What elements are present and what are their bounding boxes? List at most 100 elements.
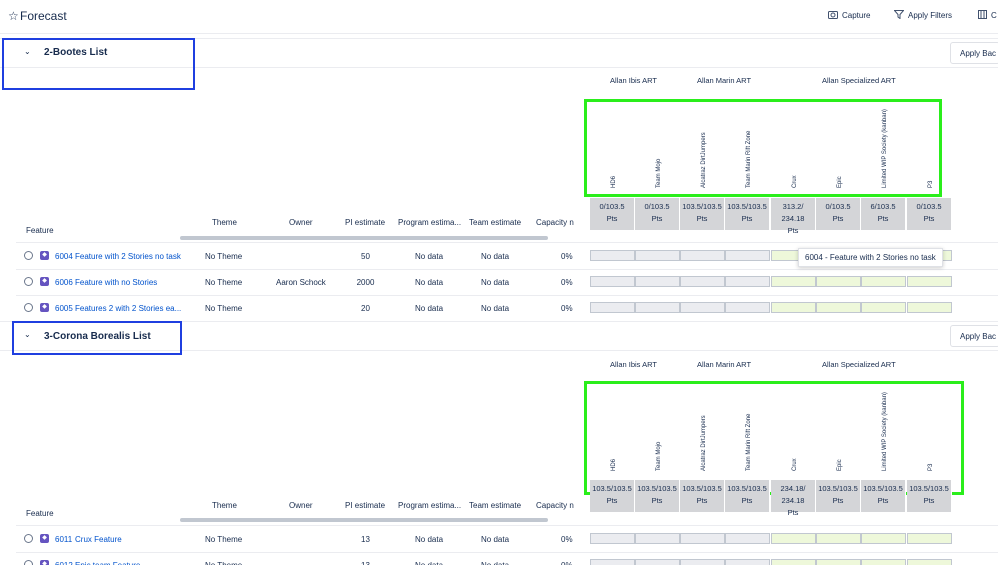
team-label: Crux (792, 458, 798, 471)
capacity-value: 234.18/ 234.18 (780, 484, 806, 505)
column-header-team-estimate[interactable]: Team estimate (469, 501, 522, 510)
chevron-down-icon[interactable]: ⌄ (24, 330, 31, 339)
allocation-cell[interactable] (590, 302, 635, 313)
team-label: Team Mojo (656, 158, 662, 188)
feature-id[interactable]: 6012 (55, 561, 73, 565)
table-row[interactable]: ◆ 6005 Features 2 with 2 Stories ea... No T… (0, 295, 998, 321)
column-header-pi-estimate[interactable]: PI estimate (345, 501, 386, 510)
horizontal-scrollbar[interactable] (180, 518, 548, 522)
allocation-cell[interactable] (680, 250, 725, 261)
table-row[interactable]: ◆ 6012Epic team Feature No Theme 13 No data N… (0, 552, 998, 565)
drag-handle-icon[interactable] (24, 534, 33, 543)
allocation-cell[interactable] (635, 250, 680, 261)
allocation-cell[interactable] (635, 533, 680, 544)
allocation-cell[interactable] (816, 276, 861, 287)
capacity-value: 0/103.5 (825, 202, 851, 211)
allocation-cell[interactable] (590, 559, 635, 565)
team-capacity-cell: 103.5/103.5 Pts (907, 480, 952, 512)
allocation-cell[interactable] (907, 276, 952, 287)
apply-backlog-button[interactable]: Apply Bac (950, 325, 998, 347)
allocation-cell[interactable] (861, 559, 906, 565)
feature-name-link[interactable]: Feature with 2 Stories no task (75, 252, 181, 261)
apply-filters-button[interactable]: Apply Filters (893, 10, 952, 21)
allocation-cell[interactable] (816, 302, 861, 313)
allocation-cell[interactable] (725, 533, 770, 544)
capacity-value: 103.5/103.5 (682, 202, 722, 211)
team-label: P3 (928, 463, 934, 471)
capacity-unit: Pts (877, 214, 889, 223)
column-header-feature[interactable]: Feature (26, 226, 54, 235)
team-capacity-cell: 103.5/103.5 Pts (635, 480, 680, 512)
drag-handle-icon[interactable] (24, 251, 33, 260)
chevron-down-icon[interactable]: ⌄ (24, 47, 31, 56)
capacity-value: 103.5/103.5 (637, 484, 677, 493)
allocation-cell[interactable] (861, 533, 906, 544)
feature-id[interactable]: 6006 (55, 278, 73, 287)
apply-backlog-button[interactable]: Apply Bac (950, 42, 998, 64)
column-header-team-estimate[interactable]: Team estimate (469, 218, 522, 227)
column-header-program-estimate[interactable]: Program estima... (398, 501, 462, 510)
feature-name-link[interactable]: Crux Feature (75, 535, 122, 544)
allocation-cell[interactable] (635, 276, 680, 287)
table-row[interactable]: ◆ 6006 Feature with no Stories No Theme Aaro… (0, 269, 998, 295)
star-icon[interactable]: ☆ (8, 9, 19, 23)
team-label: P3 (928, 180, 934, 188)
allocation-cell[interactable] (725, 302, 770, 313)
capacity-value: 103.5/103.5 (863, 484, 903, 493)
allocation-cell[interactable] (861, 276, 906, 287)
column-header-theme[interactable]: Theme (212, 501, 237, 510)
capacity-unit: Pts (741, 496, 753, 505)
capacity-unit: Pts (787, 226, 799, 235)
allocation-cell[interactable] (725, 559, 770, 565)
top-bar: ☆ Forecast Capture Apply Filters C (0, 0, 998, 34)
column-header-program-estimate[interactable]: Program estima... (398, 218, 462, 227)
allocation-cell[interactable] (771, 276, 816, 287)
allocation-cell[interactable] (771, 302, 816, 313)
drag-handle-icon[interactable] (24, 303, 33, 312)
feature-name-link[interactable]: Feature with no Stories (75, 278, 158, 287)
allocation-cell[interactable] (590, 276, 635, 287)
allocation-cell[interactable] (861, 302, 906, 313)
team-capacity-cell: 0/103.5 Pts (635, 198, 680, 230)
allocation-cell[interactable] (725, 250, 770, 261)
feature-name-link[interactable]: Epic team Feature (75, 561, 140, 565)
capacity-value: 0/103.5 (644, 202, 670, 211)
highlight-box (584, 99, 942, 197)
allocation-cell[interactable] (680, 276, 725, 287)
allocation-cell[interactable] (816, 533, 861, 544)
allocation-cell[interactable] (680, 559, 725, 565)
horizontal-scrollbar[interactable] (180, 236, 548, 240)
section-title: 2-Bootes List (44, 47, 108, 58)
allocation-cell[interactable] (680, 302, 725, 313)
allocation-cell[interactable] (907, 533, 952, 544)
drag-handle-icon[interactable] (24, 277, 33, 286)
columns-button[interactable]: C (978, 10, 997, 21)
allocation-cell[interactable] (635, 302, 680, 313)
column-header-theme[interactable]: Theme (212, 218, 237, 227)
column-header-pi-estimate[interactable]: PI estimate (345, 218, 386, 227)
allocation-cell[interactable] (635, 559, 680, 565)
feature-id[interactable]: 6005 (55, 304, 73, 313)
capture-button[interactable]: Capture (828, 10, 870, 21)
column-header-capacity[interactable]: Capacity n (536, 501, 574, 510)
allocation-cell[interactable] (590, 250, 635, 261)
table-row[interactable]: ◆ 6011 Crux Feature No Theme 13 No data No dat… (0, 526, 998, 552)
allocation-cell[interactable] (680, 533, 725, 544)
drag-handle-icon[interactable] (24, 560, 33, 565)
allocation-cell[interactable] (907, 302, 952, 313)
feature-id[interactable]: 6004 (55, 252, 73, 261)
allocation-cell[interactable] (907, 559, 952, 565)
column-header-owner[interactable]: Owner (289, 501, 313, 510)
team-label: Limited WIP Society (kanban) (882, 392, 888, 471)
column-header-capacity[interactable]: Capacity n (536, 218, 574, 227)
column-header-feature[interactable]: Feature (26, 509, 54, 518)
allocation-cell[interactable] (771, 559, 816, 565)
feature-name-link[interactable]: Features 2 with 2 Stories ea... (75, 304, 182, 313)
feature-id[interactable]: 6011 (55, 535, 73, 544)
allocation-cell[interactable] (590, 533, 635, 544)
team-label: HD6 (611, 175, 617, 188)
column-header-owner[interactable]: Owner (289, 218, 313, 227)
allocation-cell[interactable] (816, 559, 861, 565)
allocation-cell[interactable] (771, 533, 816, 544)
allocation-cell[interactable] (725, 276, 770, 287)
